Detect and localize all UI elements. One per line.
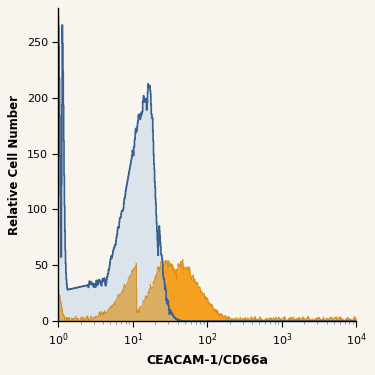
X-axis label: CEACAM-1/CD66a: CEACAM-1/CD66a: [146, 354, 268, 367]
Y-axis label: Relative Cell Number: Relative Cell Number: [8, 95, 21, 235]
